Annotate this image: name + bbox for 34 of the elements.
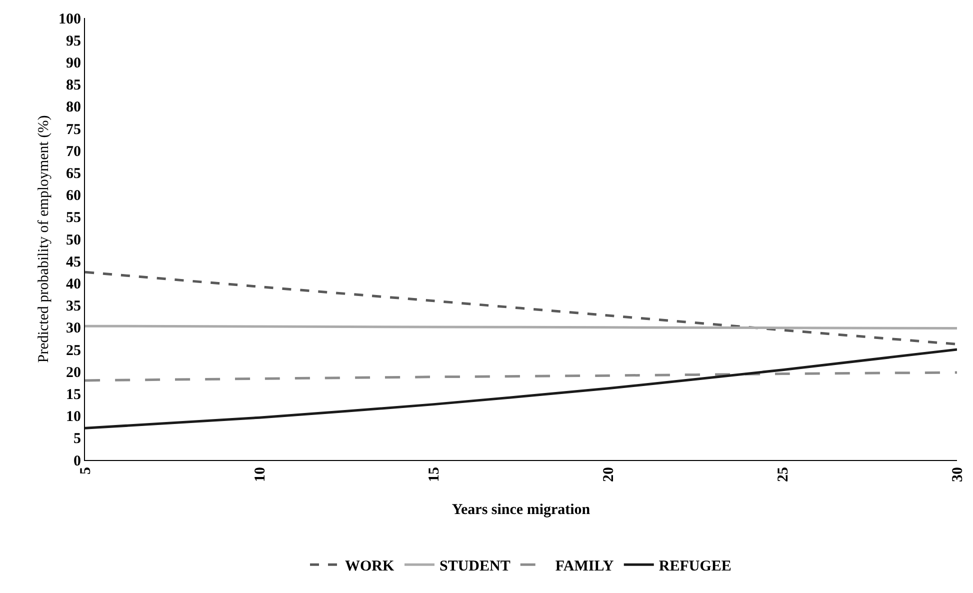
y-axis-title: Predicted probability of employment (%) bbox=[36, 115, 52, 363]
y-tick-label: 70 bbox=[66, 144, 81, 160]
x-tick-label: 10 bbox=[252, 467, 268, 482]
y-tick-label: 90 bbox=[66, 55, 81, 72]
y-tick-label: 30 bbox=[66, 320, 81, 337]
y-tick-label: 10 bbox=[66, 409, 81, 426]
x-axis-title: Years since migration bbox=[452, 502, 591, 518]
line-series bbox=[85, 270, 957, 346]
y-tick-label: 20 bbox=[66, 364, 81, 381]
y-tick-label: 60 bbox=[66, 188, 81, 204]
x-tick-label: 30 bbox=[950, 467, 966, 482]
y-tick-label: 55 bbox=[66, 210, 81, 226]
y-tick-label: 0 bbox=[74, 453, 81, 470]
x-tick-label: 15 bbox=[426, 467, 443, 482]
y-tick-label: 95 bbox=[66, 33, 81, 50]
y-tick-label: 15 bbox=[66, 386, 81, 403]
y-tick-label: 85 bbox=[66, 78, 81, 94]
y-tick-label: 80 bbox=[66, 100, 81, 116]
y-tick-label: 65 bbox=[66, 166, 81, 182]
x-tick-label: 20 bbox=[601, 467, 618, 482]
legend-label: STUDENT bbox=[440, 558, 510, 574]
y-tick-label: 5 bbox=[74, 431, 81, 448]
y-tick-label: 25 bbox=[66, 342, 81, 359]
legend-label: WORK bbox=[345, 558, 394, 574]
y-tick-label: 45 bbox=[66, 254, 81, 270]
y-tick-label: 40 bbox=[66, 276, 81, 292]
x-tick-label: 25 bbox=[775, 467, 792, 482]
y-tick-label: 75 bbox=[66, 122, 81, 138]
line-series bbox=[85, 348, 957, 430]
legend-label: REFUGEE bbox=[658, 558, 732, 574]
y-tick-label: 50 bbox=[66, 232, 81, 248]
y-tick-label: 35 bbox=[66, 298, 81, 315]
legend-label: FAMILY bbox=[555, 558, 614, 574]
y-tick-label: 100 bbox=[58, 11, 81, 28]
